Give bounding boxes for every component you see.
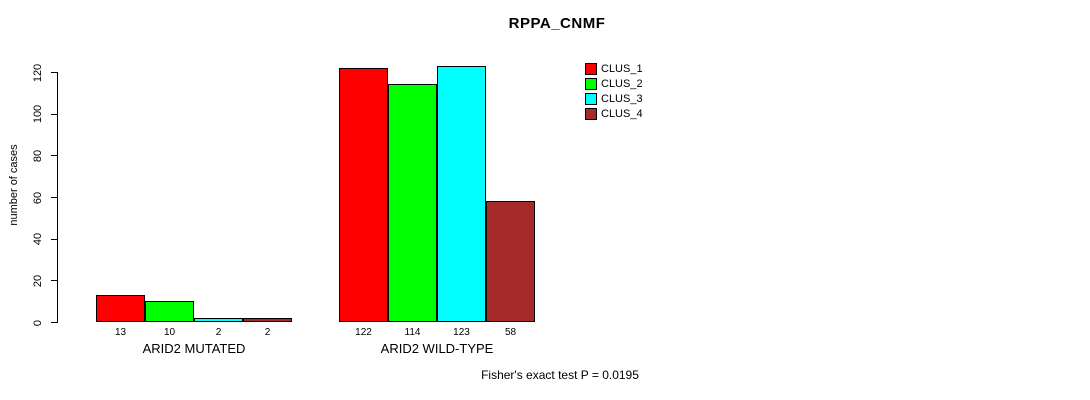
legend-label: CLUS_2: [601, 78, 643, 90]
bar-value-label: 13: [114, 327, 127, 338]
bar-value-label: 10: [163, 327, 176, 338]
legend-row-clus_2: CLUS_2: [585, 78, 643, 90]
y-tick-mark: [51, 113, 57, 115]
annotation-text: Fisher's exact test P = 0.0195: [481, 368, 639, 382]
y-tick-label: 60: [32, 191, 44, 204]
category-label: ARID2 MUTATED: [142, 341, 246, 356]
bar-value-label: 114: [404, 327, 421, 338]
bar-clus_1-mutated: [96, 295, 145, 322]
y-tick-mark: [51, 72, 57, 73]
y-tick-label: 120: [32, 63, 44, 82]
bar-clus_1-wildtype: [339, 68, 388, 322]
legend-swatch-clus_2: [585, 78, 597, 90]
y-tick-label: 20: [32, 274, 44, 287]
y-tick-mark: [51, 155, 57, 157]
bar-clus_3-wildtype: [437, 66, 486, 322]
chart-title: RPPA_CNMF: [508, 15, 606, 32]
bar-clus_3-mutated: [194, 318, 243, 322]
legend-swatch-clus_4: [585, 108, 597, 120]
bar-clus_2-mutated: [145, 301, 194, 322]
legend-label: CLUS_4: [601, 108, 643, 120]
bar-value-label: 2: [215, 327, 222, 338]
bar-value-label: 123: [453, 327, 470, 338]
legend-row-clus_3: CLUS_3: [585, 93, 643, 105]
y-tick-mark: [51, 197, 57, 198]
y-tick-label: 0: [32, 319, 44, 326]
legend-row-clus_4: CLUS_4: [585, 108, 643, 120]
bar-value-label: 122: [355, 327, 372, 338]
legend-label: CLUS_3: [601, 93, 643, 105]
bar-value-label: 2: [264, 327, 271, 338]
category-label: ARID2 WILD-TYPE: [380, 341, 494, 356]
y-axis-line: [57, 72, 58, 323]
y-tick-mark: [51, 238, 57, 240]
y-tick-mark: [51, 280, 57, 282]
legend-label: CLUS_1: [601, 63, 643, 75]
legend-row-clus_1: CLUS_1: [585, 63, 643, 75]
y-tick-mark: [51, 322, 57, 323]
legend-swatch-clus_3: [585, 93, 597, 105]
bar-clus_2-wildtype: [388, 84, 437, 322]
bar-clus_4-mutated: [243, 318, 292, 322]
y-axis-label: number of cases: [8, 144, 20, 226]
bar-value-label: 58: [504, 327, 517, 338]
legend-swatch-clus_1: [585, 63, 597, 75]
bar-clus_4-wildtype: [486, 201, 535, 322]
y-tick-label: 80: [32, 149, 44, 162]
y-tick-label: 100: [32, 104, 44, 124]
y-tick-label: 40: [32, 233, 44, 246]
